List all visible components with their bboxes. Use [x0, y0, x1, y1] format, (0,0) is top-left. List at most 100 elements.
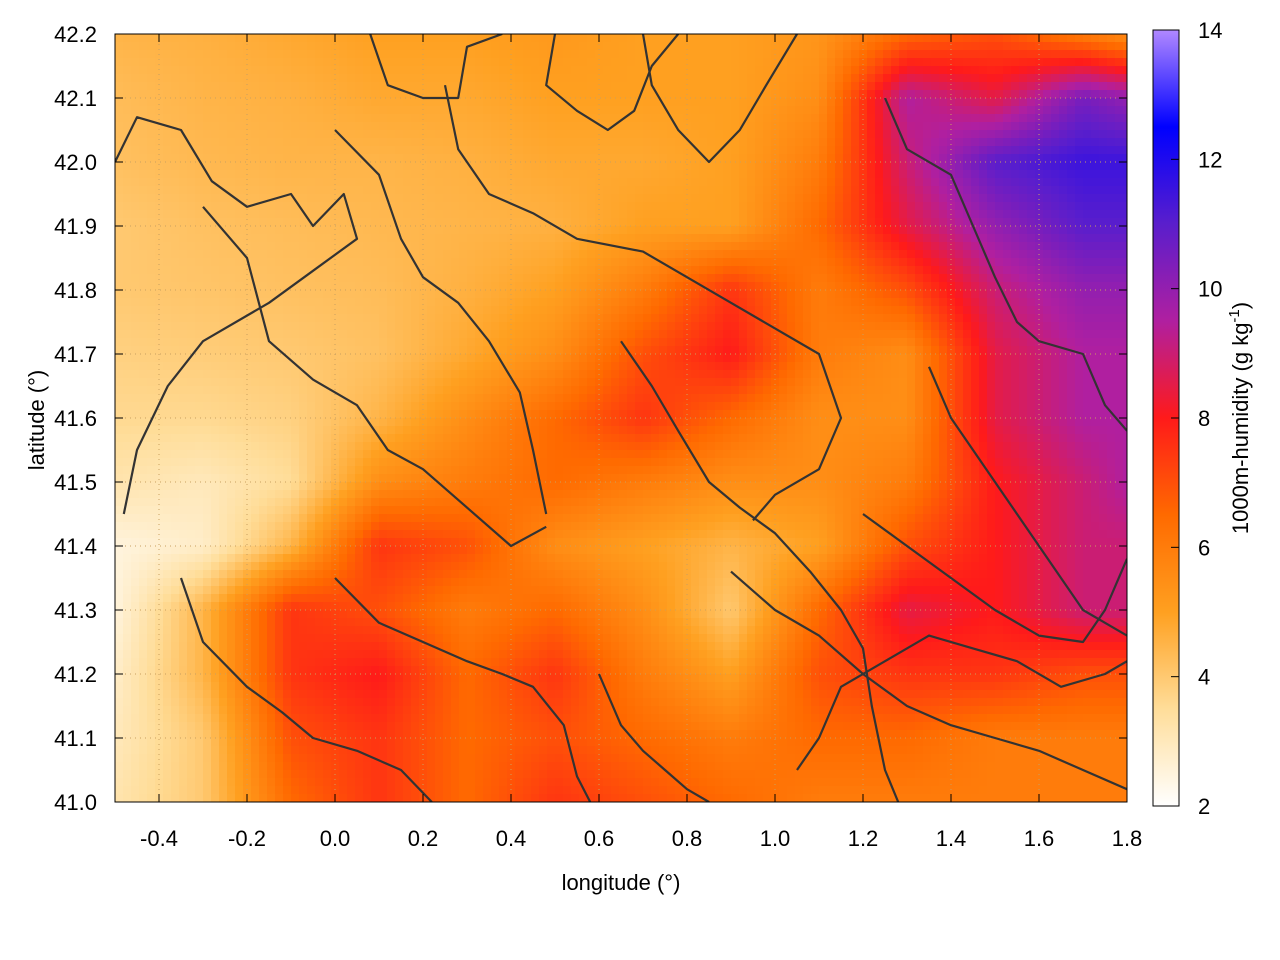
- heatmap-cell: [123, 258, 132, 267]
- heatmap-cell: [419, 98, 428, 107]
- heatmap-cell: [139, 210, 148, 219]
- heatmap-cell: [427, 314, 436, 323]
- heatmap-cell: [387, 290, 396, 299]
- heatmap-cell: [339, 322, 348, 331]
- heatmap-cell: [659, 242, 668, 251]
- heatmap-cell: [315, 162, 324, 171]
- heatmap-cell: [827, 210, 836, 219]
- heatmap-cell: [995, 74, 1004, 83]
- heatmap-cell: [723, 234, 732, 243]
- heatmap-cell: [787, 170, 796, 179]
- heatmap-cell: [915, 106, 924, 115]
- heatmap-cell: [243, 58, 252, 67]
- heatmap-cell: [1091, 242, 1100, 251]
- heatmap-cell: [467, 98, 476, 107]
- heatmap-cell: [139, 106, 148, 115]
- heatmap-cell: [507, 242, 516, 251]
- heatmap-cell: [619, 290, 628, 299]
- heatmap-cell: [203, 122, 212, 131]
- heatmap-cell: [131, 290, 140, 299]
- heatmap-cell: [467, 122, 476, 131]
- heatmap-cell: [851, 34, 860, 43]
- heatmap-cell: [1027, 162, 1036, 171]
- heatmap-cell: [795, 242, 804, 251]
- heatmap-cell: [643, 274, 652, 283]
- heatmap-cell: [611, 178, 620, 187]
- heatmap-cell: [283, 114, 292, 123]
- heatmap-cell: [323, 226, 332, 235]
- heatmap-cell: [571, 90, 580, 99]
- heatmap-cell: [355, 258, 364, 267]
- heatmap-cell: [1075, 66, 1084, 75]
- heatmap-cell: [139, 50, 148, 59]
- heatmap-cell: [635, 178, 644, 187]
- heatmap-cell: [675, 186, 684, 195]
- heatmap-cell: [187, 34, 196, 43]
- heatmap-cell: [723, 66, 732, 75]
- heatmap-cell: [915, 250, 924, 259]
- heatmap-cell: [387, 226, 396, 235]
- heatmap-cell: [299, 266, 308, 275]
- heatmap-cell: [867, 282, 876, 291]
- heatmap-cell: [827, 82, 836, 91]
- heatmap-cell: [1091, 122, 1100, 131]
- heatmap-cell: [747, 330, 756, 339]
- heatmap-cell: [587, 162, 596, 171]
- heatmap-cell: [795, 290, 804, 299]
- heatmap-cell: [291, 50, 300, 59]
- heatmap-cell: [171, 274, 180, 283]
- heatmap-cell: [603, 82, 612, 91]
- heatmap-cell: [955, 178, 964, 187]
- heatmap-cell: [275, 242, 284, 251]
- heatmap-cell: [515, 130, 524, 139]
- heatmap-cell: [443, 346, 452, 355]
- heatmap-cell: [403, 186, 412, 195]
- heatmap-cell: [979, 202, 988, 211]
- heatmap-cell: [667, 130, 676, 139]
- heatmap-cell: [859, 122, 868, 131]
- heatmap-cell: [787, 186, 796, 195]
- heatmap-cell: [499, 258, 508, 267]
- heatmap-cell: [507, 66, 516, 75]
- heatmap-cell: [267, 58, 276, 67]
- heatmap-cell: [259, 346, 268, 355]
- heatmap-cell: [627, 274, 636, 283]
- heatmap-cell: [123, 250, 132, 259]
- heatmap-cell: [1099, 58, 1108, 67]
- heatmap-cell: [459, 202, 468, 211]
- heatmap-cell: [827, 122, 836, 131]
- heatmap-cell: [531, 138, 540, 147]
- heatmap-cell: [683, 202, 692, 211]
- heatmap-cell: [1011, 122, 1020, 131]
- heatmap-cell: [163, 66, 172, 75]
- heatmap-cell: [1075, 218, 1084, 227]
- heatmap-cell: [915, 274, 924, 283]
- heatmap-cell: [315, 218, 324, 227]
- heatmap-cell: [307, 58, 316, 67]
- heatmap-cell: [715, 322, 724, 331]
- heatmap-cell: [595, 114, 604, 123]
- heatmap-cell: [467, 226, 476, 235]
- heatmap-cell: [979, 218, 988, 227]
- heatmap-cell: [179, 274, 188, 283]
- heatmap-cell: [427, 338, 436, 347]
- heatmap-cell: [539, 34, 548, 43]
- heatmap-cell: [827, 266, 836, 275]
- heatmap-cell: [435, 250, 444, 259]
- heatmap-cell: [611, 130, 620, 139]
- heatmap-cell: [659, 234, 668, 243]
- heatmap-cell: [1107, 306, 1116, 315]
- heatmap-cell: [563, 306, 572, 315]
- heatmap-cell: [1083, 186, 1092, 195]
- heatmap-cell: [1019, 154, 1028, 163]
- heatmap-cell: [963, 90, 972, 99]
- heatmap-cell: [475, 218, 484, 227]
- heatmap-cell: [851, 186, 860, 195]
- heatmap-cell: [755, 66, 764, 75]
- heatmap-cell: [515, 114, 524, 123]
- heatmap-cell: [291, 322, 300, 331]
- heatmap-cell: [251, 66, 260, 75]
- heatmap-cell: [515, 226, 524, 235]
- heatmap-cell: [747, 314, 756, 323]
- heatmap-cell: [115, 90, 124, 99]
